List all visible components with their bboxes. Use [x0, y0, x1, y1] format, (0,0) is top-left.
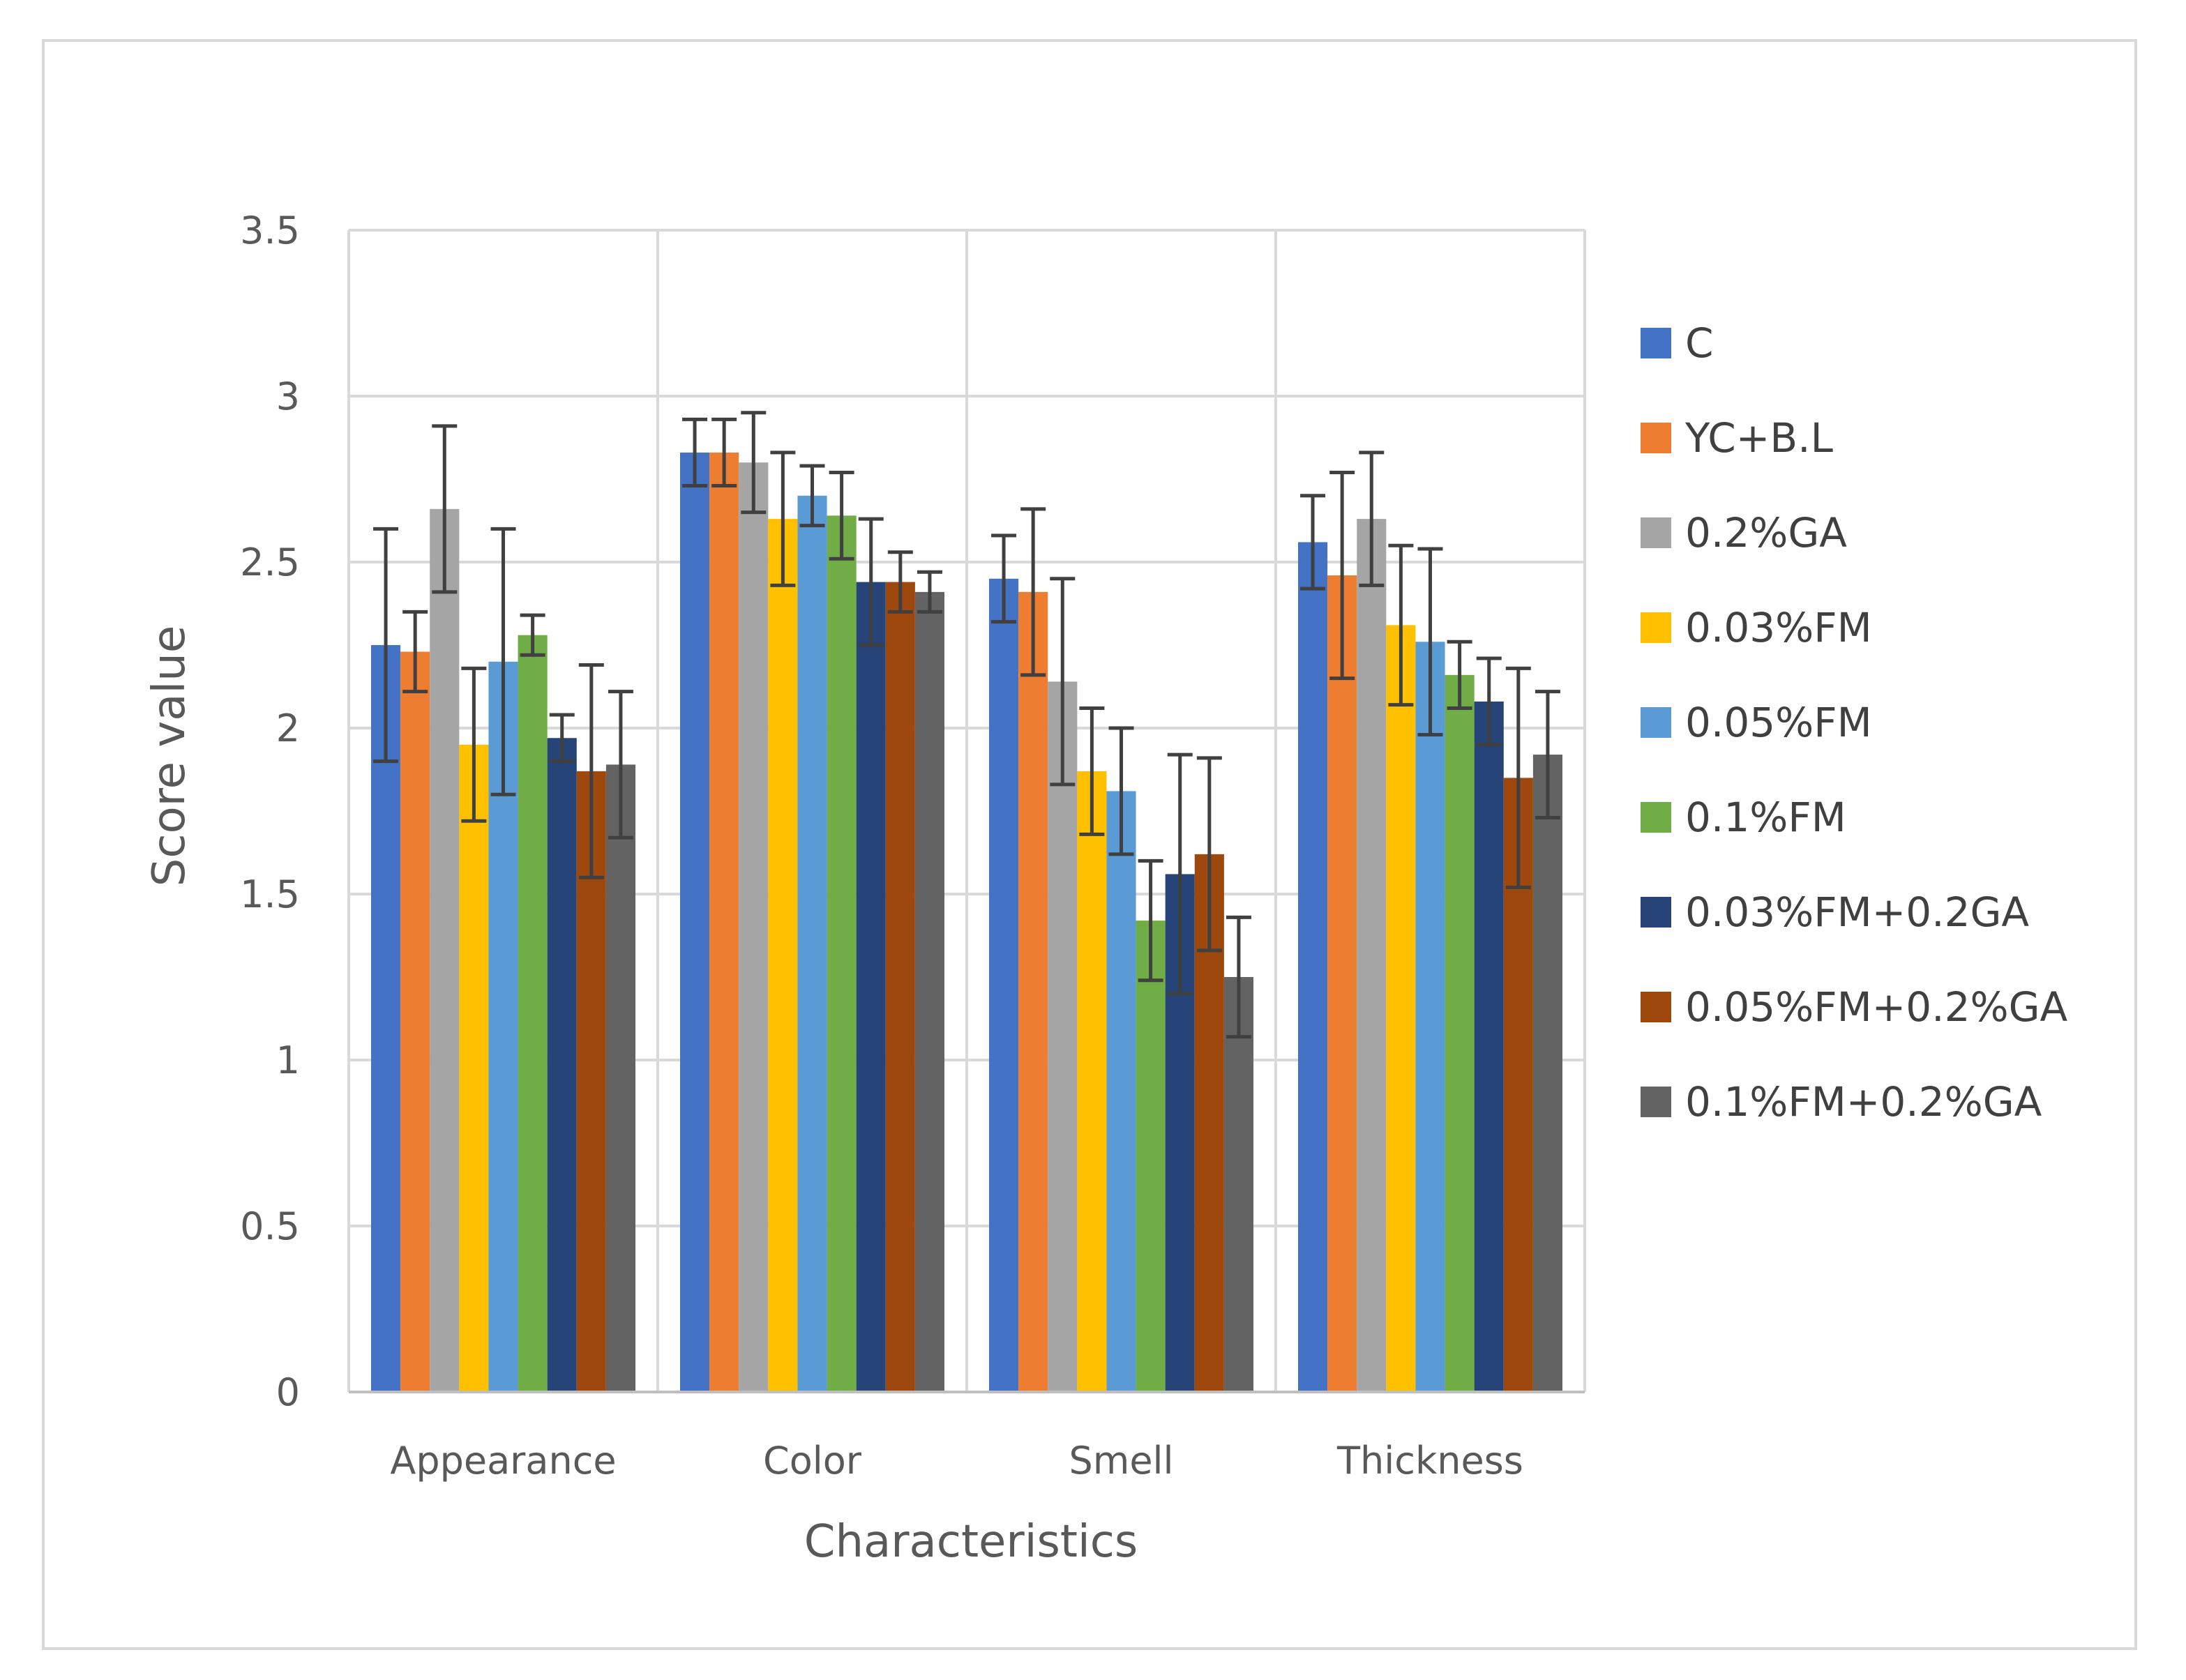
bar-8-1	[914, 591, 944, 1392]
bar-4-1	[797, 495, 827, 1392]
bars-layer	[371, 452, 1562, 1393]
chart-frame: 0 0.5 1 1.5 2 2.5 3 3.5 Appearance Color Smell Thic…	[42, 39, 2137, 1650]
legend-label: 0.1%FM+0.2%GA	[1685, 1078, 2042, 1126]
legend-label: YC+B.L	[1684, 414, 1833, 462]
bar-0-1	[680, 452, 710, 1393]
bar-6-3	[1474, 701, 1504, 1392]
legend-label: 0.1%FM	[1685, 794, 1846, 841]
bar-4-2	[1106, 791, 1136, 1392]
bar-6-1	[856, 582, 886, 1392]
bar-1-1	[709, 452, 739, 1393]
legend-swatch	[1641, 1087, 1671, 1117]
bar-0-2	[989, 578, 1019, 1392]
bar-2-2	[1048, 681, 1078, 1392]
x-tick-label: Color	[763, 1439, 862, 1483]
x-axis-title: Characteristics	[804, 1516, 1138, 1568]
bar-1-2	[1018, 591, 1048, 1392]
y-tick-label: 0	[276, 1370, 300, 1414]
x-tick-label: Smell	[1069, 1439, 1173, 1483]
legend-swatch	[1641, 423, 1671, 453]
bar-0-3	[1298, 542, 1328, 1393]
bar-3-0	[459, 744, 489, 1392]
bar-3-3	[1386, 625, 1416, 1393]
bar-3-1	[768, 519, 798, 1392]
legend-label: 0.05%FM+0.2%GA	[1685, 983, 2068, 1031]
legend-swatch	[1641, 897, 1671, 928]
bar-1-3	[1327, 575, 1357, 1392]
y-tick-label: 2	[276, 706, 300, 750]
legend-swatch	[1641, 612, 1671, 643]
bar-8-0	[605, 764, 635, 1392]
y-tick-label: 3	[276, 374, 300, 418]
x-tick-label: Appearance	[390, 1439, 616, 1483]
bar-2-3	[1357, 519, 1387, 1392]
bar-5-2	[1136, 921, 1166, 1392]
error-bars-layer	[373, 411, 1560, 1039]
bar-8-2	[1223, 977, 1253, 1392]
legend-swatch	[1641, 707, 1671, 738]
bar-3-2	[1077, 771, 1107, 1392]
legend-label: C	[1685, 319, 1714, 367]
axis-layer: 0 0.5 1 1.5 2 2.5 3 3.5 Appearance Color Smell Thic…	[240, 209, 1585, 1483]
legend-label: 0.2%GA	[1685, 509, 1847, 557]
x-tick-label: Thickness	[1336, 1439, 1523, 1483]
bar-5-0	[518, 635, 548, 1392]
bar-5-1	[827, 515, 857, 1392]
legend-swatch	[1641, 328, 1671, 358]
bar-5-3	[1445, 674, 1475, 1392]
y-tick-label: 1.5	[240, 872, 300, 916]
y-tick-label: 2.5	[240, 540, 300, 584]
bar-2-1	[739, 462, 769, 1393]
y-tick-label: 0.5	[240, 1204, 300, 1248]
y-tick-label: 3.5	[240, 209, 300, 252]
bar-2-0	[430, 508, 460, 1392]
bar-1-0	[400, 651, 430, 1392]
legend-label: 0.03%FM	[1685, 604, 1872, 651]
bar-6-0	[547, 738, 577, 1392]
legend-swatch	[1641, 992, 1671, 1022]
legend-label: 0.05%FM	[1685, 699, 1872, 746]
bar-7-1	[885, 582, 915, 1392]
legend: C YC+B.L 0.2%GA 0.03%FM 0.05%FM 0.1%FM 0.03%FM…	[1641, 319, 2068, 1126]
legend-swatch	[1641, 517, 1671, 548]
y-tick-label: 1	[276, 1038, 300, 1082]
legend-swatch	[1641, 802, 1671, 833]
y-axis-title: Score value	[144, 626, 195, 886]
chart-svg: 0 0.5 1 1.5 2 2.5 3 3.5 Appearance Color Smell Thic…	[144, 209, 2068, 1568]
bar-4-3	[1415, 642, 1445, 1392]
bar-0-0	[371, 645, 401, 1392]
legend-label: 0.03%FM+0.2GA	[1685, 888, 2029, 936]
bar-8-3	[1532, 755, 1562, 1392]
